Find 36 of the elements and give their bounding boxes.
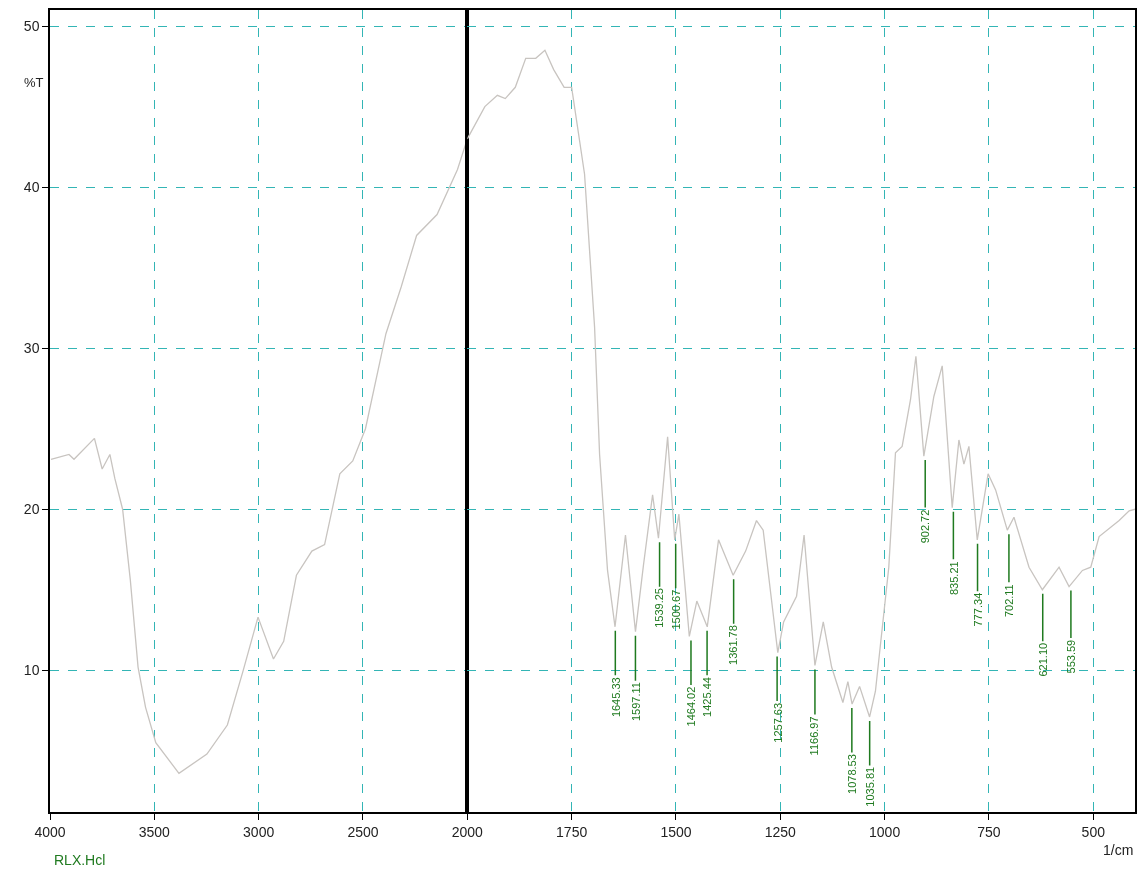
annotation: 1597.11 xyxy=(629,682,642,722)
annotation: 1078.53 xyxy=(845,754,858,794)
x-tick-label: 2500 xyxy=(347,823,379,840)
x-tick-label: 3500 xyxy=(138,823,171,840)
annotation: 621.10 xyxy=(1036,642,1049,677)
annotation: 777.34 xyxy=(971,592,984,627)
annotation: 553.59 xyxy=(1065,639,1078,674)
x-tick-label: 1250 xyxy=(764,823,797,840)
y-tick-label: 50 xyxy=(23,18,40,34)
x-axis-title: 1/cm xyxy=(1103,842,1134,858)
annotation: 1361.78 xyxy=(727,625,740,665)
annotation: 702.11 xyxy=(1002,584,1015,618)
y-tick-label: 30 xyxy=(23,340,40,357)
y-tick-label: 20 xyxy=(23,501,40,518)
x-tick-label: 1500 xyxy=(660,823,692,840)
x-tick-label: 1000 xyxy=(869,823,901,840)
x-tick-label: 500 xyxy=(1081,823,1106,840)
x-tick-label: 4000 xyxy=(34,823,66,840)
annotation: 1166.97 xyxy=(808,716,821,756)
annotation: 1539.25 xyxy=(653,588,666,628)
x-tick-label: 1750 xyxy=(556,823,588,840)
annotation: 1425.44 xyxy=(701,677,714,717)
x-tick-label: 750 xyxy=(977,823,1001,840)
y-axis-title: %T xyxy=(24,75,44,90)
annotation: 1035.81 xyxy=(863,766,876,807)
annotation: 835.21 xyxy=(947,561,960,596)
text: RLX.Hcl xyxy=(54,852,106,868)
annotation: 1464.02 xyxy=(684,686,697,727)
y-tick-label: 40 xyxy=(23,179,40,196)
y-tick-label: 10 xyxy=(23,662,40,679)
annotation: 902.72 xyxy=(919,509,932,544)
annotation: 1257.63 xyxy=(771,702,784,743)
x-tick-label: 3000 xyxy=(243,823,275,840)
annotation: 1645.33 xyxy=(609,677,622,718)
x-tick-label: 2000 xyxy=(451,823,484,840)
annotation: 1500.67 xyxy=(669,589,682,630)
